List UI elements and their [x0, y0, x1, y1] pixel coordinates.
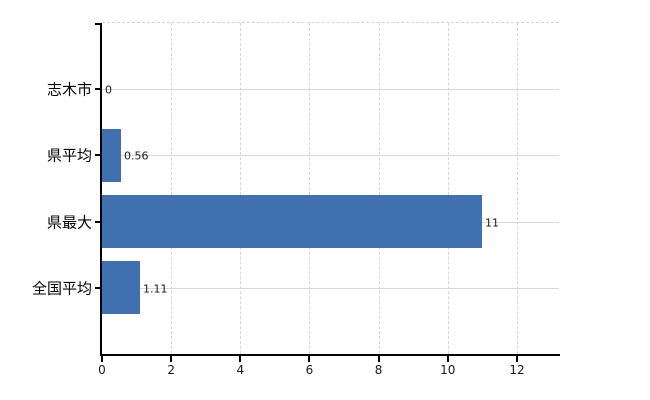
value-label: 0.56 [124, 149, 149, 163]
x-axis-tick-label: 6 [305, 363, 314, 377]
x-gridline [309, 23, 311, 354]
y-axis-tick [95, 88, 101, 91]
x-gridline [240, 23, 242, 354]
x-gridline [516, 23, 518, 354]
category-gridline [102, 287, 559, 289]
bar [102, 129, 121, 182]
y-axis-end-tick [95, 23, 101, 25]
value-label: 11 [485, 216, 499, 230]
category-label: 県平均 [46, 146, 92, 165]
x-axis-tick [101, 356, 103, 362]
category-label: 県最大 [46, 213, 92, 232]
bar [102, 261, 140, 314]
x-axis-tick-label: 8 [374, 363, 383, 377]
y-axis-line [100, 23, 102, 356]
x-axis-tick [308, 356, 311, 362]
x-axis-tick-label: 2 [167, 363, 175, 377]
x-gridline [171, 23, 173, 354]
x-axis-tick [377, 356, 380, 362]
value-label: 1.11 [143, 282, 168, 296]
x-axis-tick [239, 356, 242, 362]
value-label: 0 [105, 83, 112, 97]
y-axis-tick [95, 220, 101, 223]
x-axis-tick-label: 10 [440, 363, 456, 377]
x-axis-tick [170, 356, 173, 362]
x-gridline [447, 23, 449, 354]
category-label: 志木市 [46, 80, 92, 99]
x-axis-tick-label: 12 [509, 363, 525, 377]
y-axis-tick [95, 286, 101, 289]
x-axis-tick [515, 356, 518, 362]
x-axis-tick-label: 0 [98, 363, 106, 377]
x-axis-tick-label: 4 [236, 363, 245, 377]
x-axis-tick [446, 356, 449, 362]
x-gridline [378, 23, 380, 354]
bar [102, 195, 482, 248]
y-axis-tick [95, 154, 101, 157]
category-label: 全国平均 [31, 279, 92, 298]
category-gridline [102, 89, 559, 91]
x-axis-line [100, 354, 560, 356]
category-gridline [102, 155, 559, 157]
plot-top-border [102, 22, 559, 23]
